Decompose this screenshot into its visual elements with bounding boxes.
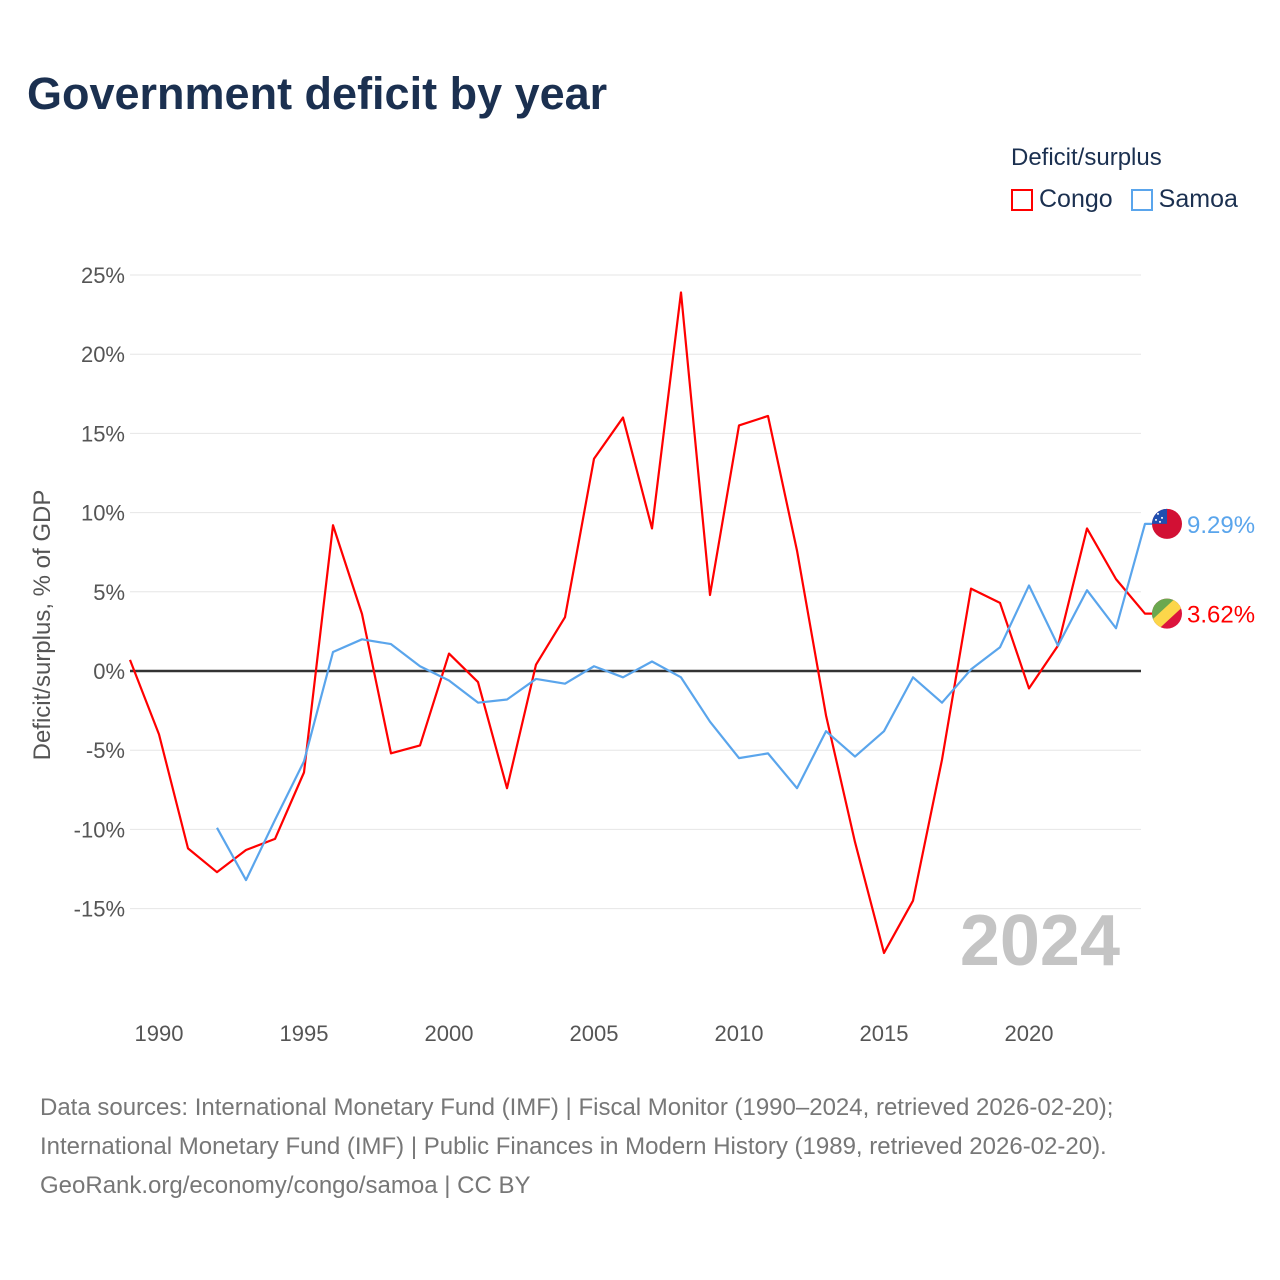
y-tick-label: -5%	[86, 738, 125, 763]
x-tick-label: 1995	[280, 1021, 329, 1046]
series-line-congo	[128, 291, 1152, 955]
x-tick-label: 2010	[715, 1021, 764, 1046]
x-tick-label: 2000	[425, 1021, 474, 1046]
legend-item-congo[interactable]: Congo	[1011, 185, 1113, 214]
source-line-1: Data sources: International Monetary Fun…	[40, 1094, 1114, 1121]
legend-title: Deficit/surplus	[1011, 144, 1162, 171]
end-label-samoa: 9.29%	[1187, 512, 1255, 539]
x-tick-label: 2005	[570, 1021, 619, 1046]
legend-label-congo: Congo	[1039, 185, 1113, 213]
series-line-samoa	[216, 522, 1152, 882]
flag-yellow	[1152, 598, 1182, 629]
year-watermark: 2024	[960, 901, 1120, 981]
y-tick-label: 20%	[81, 342, 125, 367]
congo-flag-icon	[1152, 598, 1182, 629]
y-tick-label: 15%	[81, 421, 125, 446]
x-tick-label: 1990	[135, 1021, 184, 1046]
x-tick-label: 2020	[1005, 1021, 1054, 1046]
y-tick-label: 0%	[93, 659, 125, 684]
chart-title: Government deficit by year	[27, 68, 608, 119]
y-tick-label: -15%	[74, 897, 125, 922]
source-line-3[interactable]: GeoRank.org/economy/congo/samoa | CC BY	[40, 1172, 531, 1199]
flag-star	[1157, 512, 1159, 515]
legend: Congo Samoa	[1011, 185, 1238, 214]
y-tick-label: 25%	[81, 263, 125, 288]
samoa-flag-icon	[1152, 508, 1182, 539]
legend-swatch-congo	[1011, 188, 1033, 211]
y-tick-label: 10%	[81, 501, 125, 526]
y-tick-label: 5%	[93, 580, 125, 605]
x-tick-label: 2015	[860, 1021, 909, 1046]
flag-star	[1159, 520, 1161, 523]
end-label-congo: 3.62%	[1187, 602, 1255, 629]
legend-swatch-samoa	[1130, 188, 1153, 211]
y-tick-label: -10%	[74, 817, 125, 842]
source-note: Data sources: International Monetary Fun…	[40, 1088, 1113, 1205]
source-line-2: International Monetary Fund (IMF) | Publ…	[40, 1133, 1107, 1160]
legend-item-samoa[interactable]: Samoa	[1130, 185, 1238, 214]
flag-canton	[1152, 508, 1167, 524]
y-axis-label: Deficit/surplus, % of GDP	[29, 490, 56, 761]
flag-star	[1161, 516, 1163, 519]
flag-star	[1155, 518, 1157, 521]
legend-label-samoa: Samoa	[1158, 185, 1238, 213]
